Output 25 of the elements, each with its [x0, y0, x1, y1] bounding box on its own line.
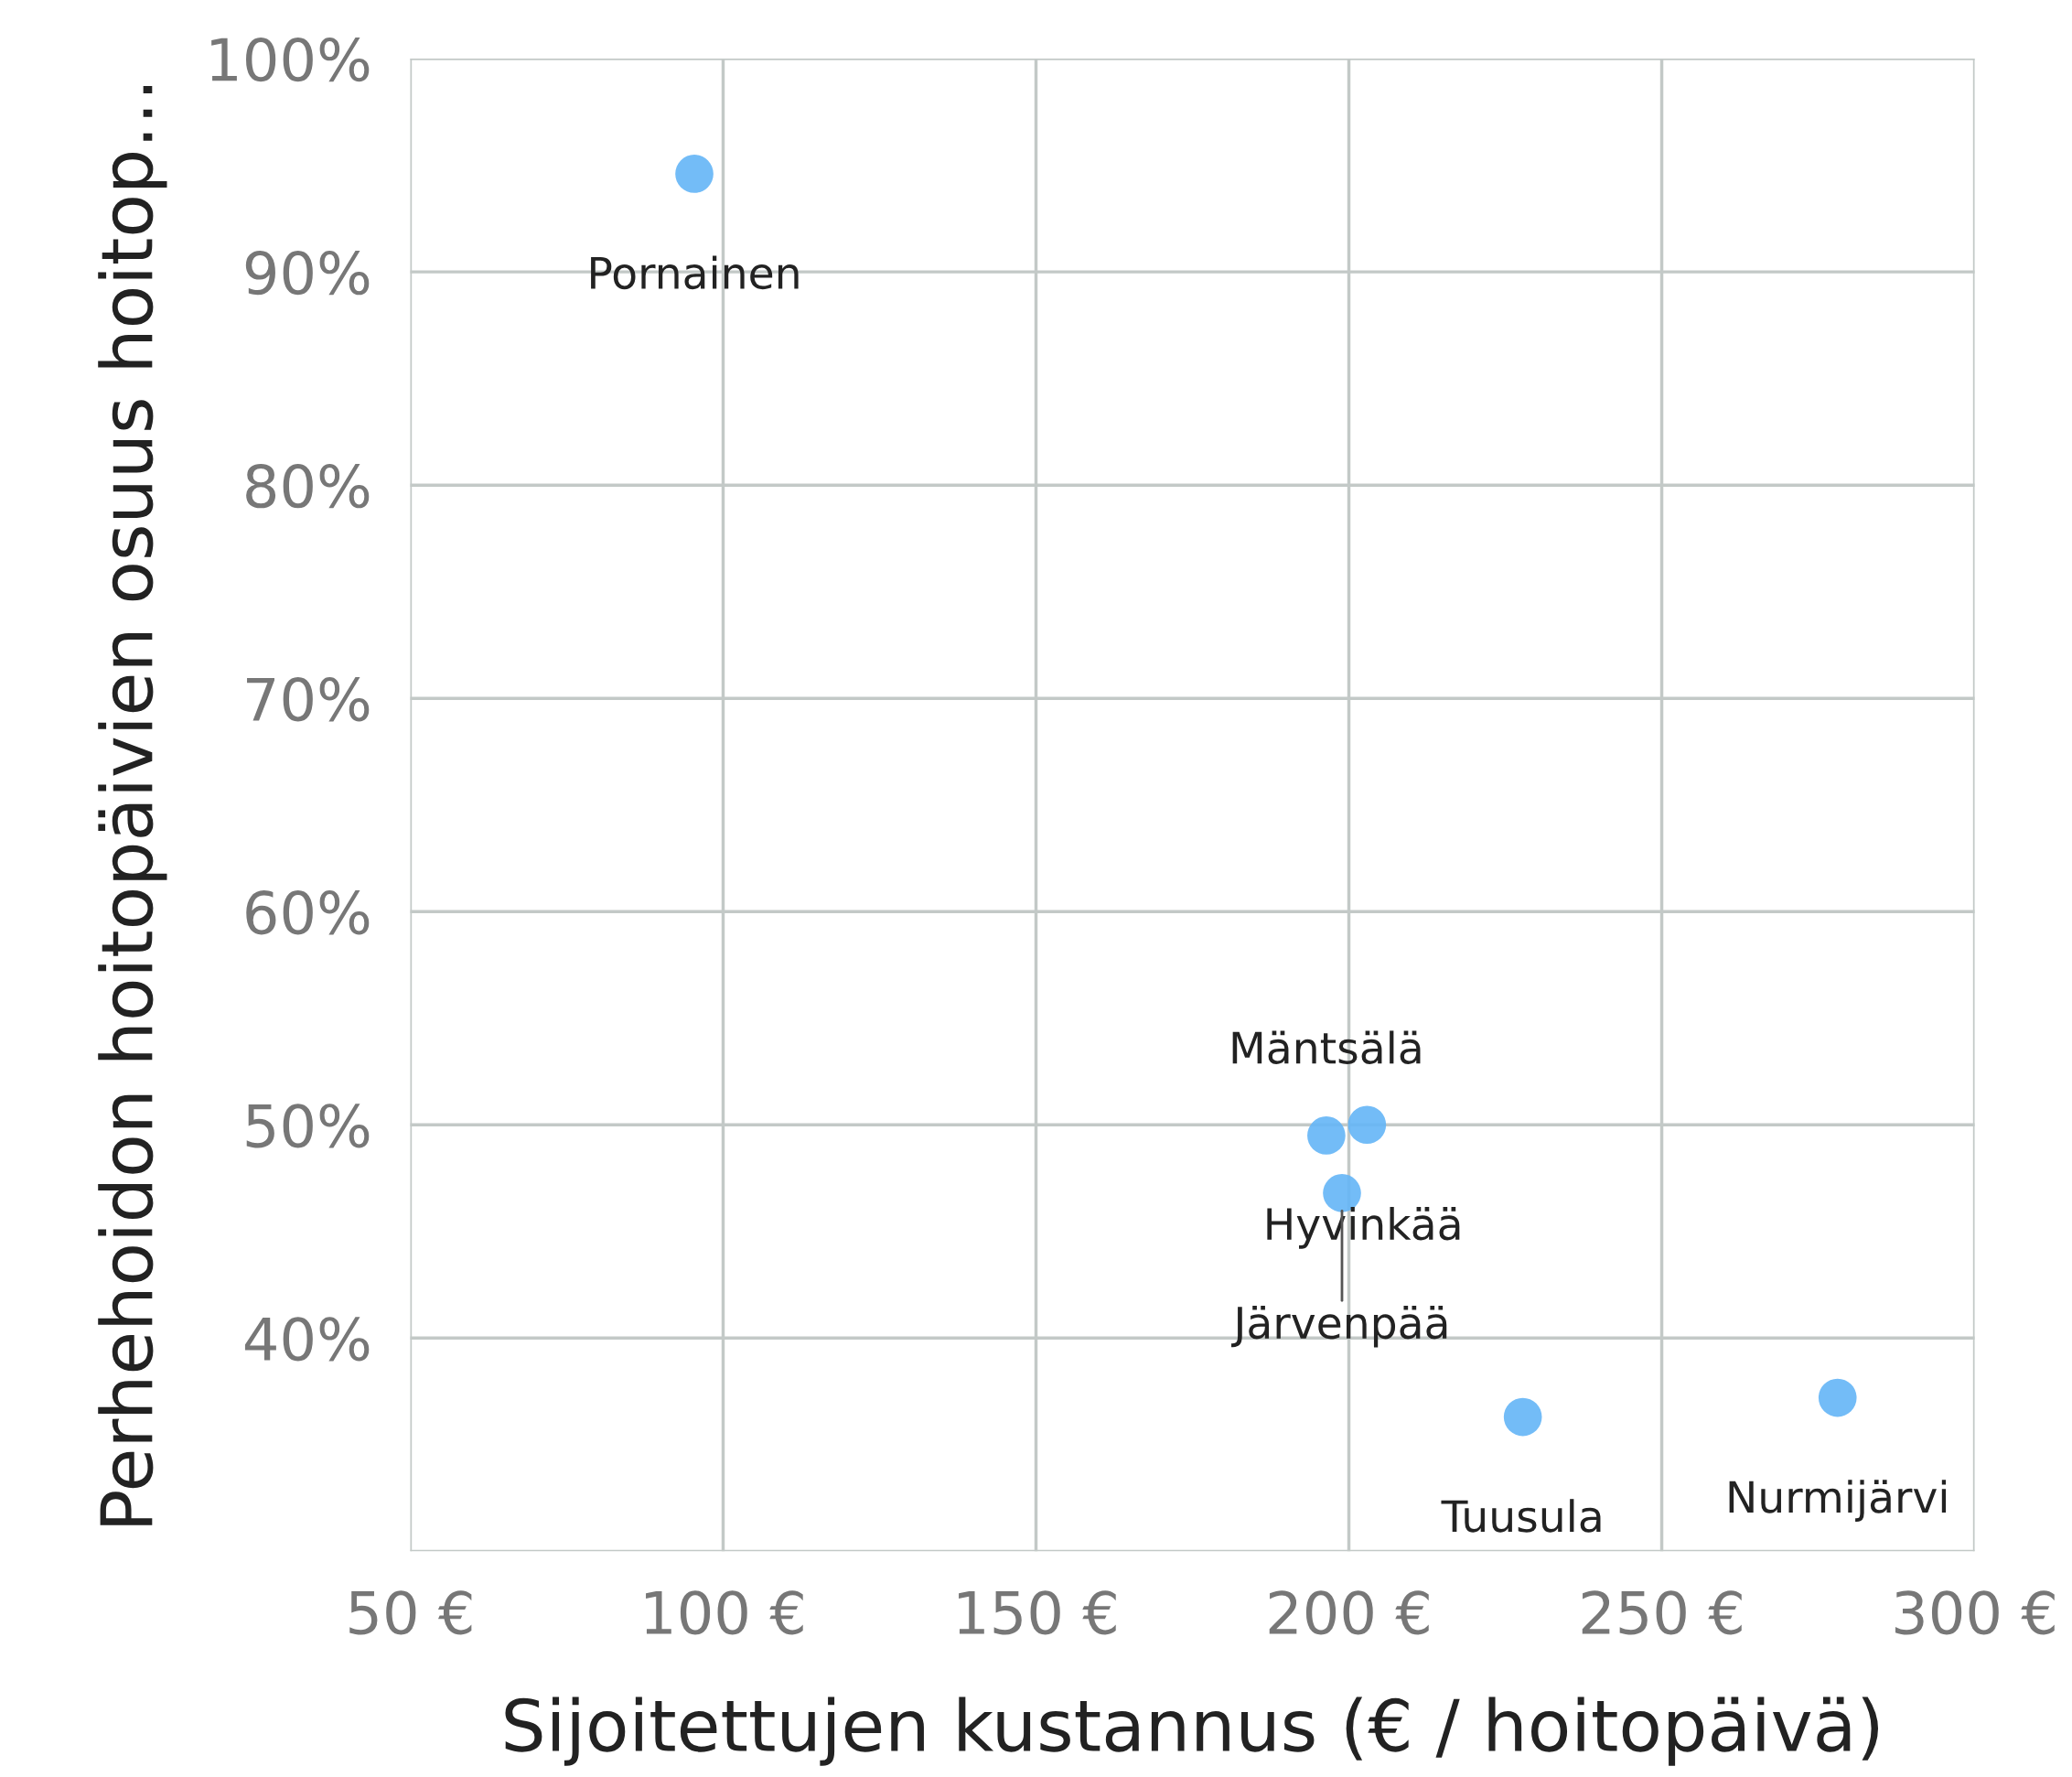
y-tick-label: 70% [247, 677, 370, 722]
x-axis-title: Sijoitettujen kustannus (€ / hoitopäivä) [505, 1696, 1879, 1766]
point [1503, 1397, 1542, 1437]
x-tick-label: 100 € [646, 1590, 803, 1635]
y-axis-title: Perhehoidon hoitopäivien osuus hoitop… [98, 85, 167, 1525]
x-tick-label: 300 € [1895, 1590, 2055, 1635]
point [1307, 1116, 1346, 1155]
point [1818, 1378, 1857, 1417]
y-tick-label: 60% [246, 890, 370, 935]
annotation: Pornainen [591, 255, 799, 290]
annotation: Nurmijärvi [1729, 1480, 1947, 1522]
x-tick-label: 250 € [1582, 1590, 1742, 1635]
y-tick-label: 80% [246, 464, 370, 509]
point [675, 155, 714, 193]
x-tick-label: 50 € [349, 1590, 472, 1635]
y-tick-label: 100% [211, 37, 370, 82]
point [1347, 1105, 1387, 1145]
annotation: Järvenpää [1231, 1305, 1447, 1348]
annotation: Tuusula [1441, 1499, 1601, 1533]
y-tick-label: 50% [246, 1104, 370, 1148]
y-tick-label: 90% [245, 250, 370, 296]
x-tick-label: 150 € [959, 1590, 1116, 1635]
x-tick-label: 200 € [1269, 1590, 1429, 1635]
annotation: Mäntsälä [1232, 1030, 1421, 1064]
y-tick-label: 40% [244, 1317, 370, 1362]
